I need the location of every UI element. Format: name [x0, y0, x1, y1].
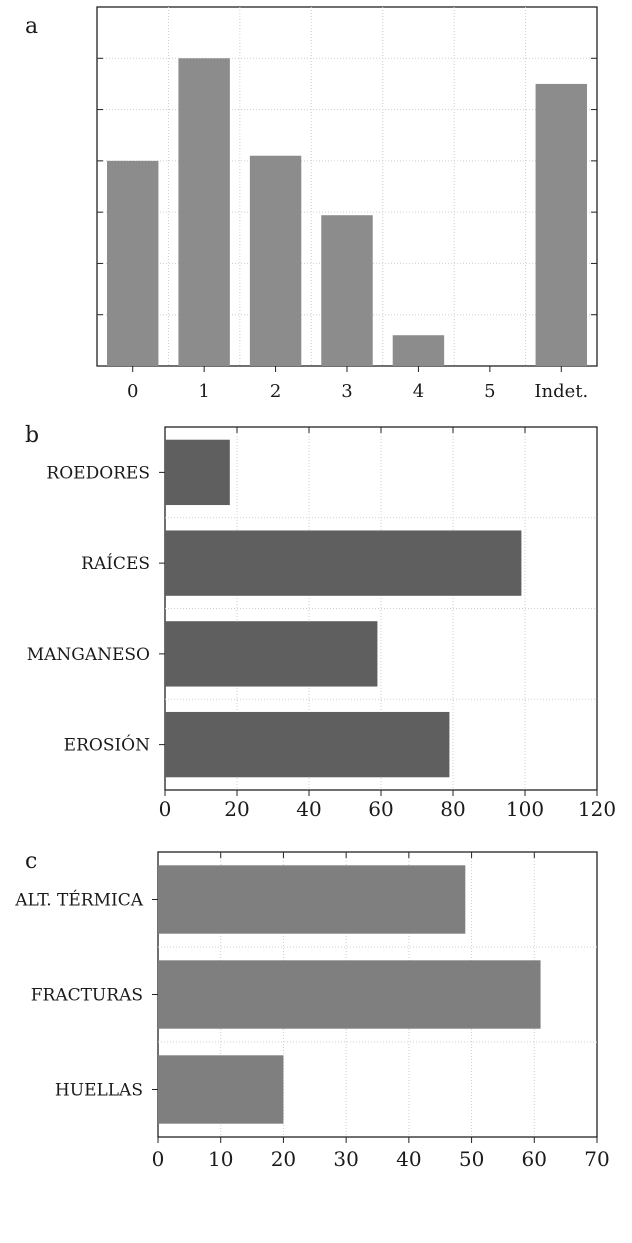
- tick-label-x: 20: [224, 797, 249, 821]
- bar-c-1: [158, 960, 541, 1029]
- tick-label-y: HUELLAS: [55, 1081, 143, 1101]
- bar-a-6: [535, 83, 587, 366]
- tick-label-x: 40: [396, 1147, 421, 1171]
- tick-label-y: MANGANESO: [27, 645, 150, 665]
- tick-label-x: 3: [341, 381, 352, 402]
- bar-a-4: [392, 335, 445, 366]
- bar-a-2: [249, 155, 302, 366]
- tick-label-x: 60: [522, 1147, 547, 1171]
- tick-label-x: 40: [296, 797, 321, 821]
- tick-label-x: 50: [459, 1147, 484, 1171]
- panel-label-c: c: [25, 849, 37, 874]
- tick-label-x: 70: [584, 1147, 609, 1171]
- tick-label-x: 10: [208, 1147, 233, 1171]
- tick-label-x: 0: [159, 797, 172, 821]
- tick-label-y: RAÍCES: [81, 553, 150, 574]
- tick-label-x: 1: [198, 381, 209, 402]
- tick-label-y: ALT. TÉRMICA: [14, 890, 144, 911]
- bar-c-0: [158, 865, 466, 934]
- bar-b-1: [165, 530, 522, 596]
- tick-label-x: 80: [440, 797, 465, 821]
- tick-label-y: FRACTURAS: [31, 986, 143, 1006]
- bar-a-1: [178, 58, 230, 367]
- bar-b-2: [165, 621, 378, 687]
- tick-label-x: 2: [270, 381, 281, 402]
- tick-label-x: 30: [333, 1147, 358, 1171]
- bar-a-0: [107, 160, 159, 366]
- tick-label-y: ROEDORES: [46, 463, 150, 483]
- tick-label-x: 0: [152, 1147, 165, 1171]
- tick-label-x: 5: [484, 381, 495, 402]
- panel-label-a: a: [25, 14, 38, 39]
- tick-label-y: EROSIÓN: [64, 735, 150, 756]
- tick-label-x: 60: [368, 797, 393, 821]
- tick-label-x: 0: [127, 381, 138, 402]
- bar-a-3: [321, 215, 373, 366]
- tick-label-x: 4: [413, 381, 424, 402]
- bar-c-2: [158, 1055, 284, 1124]
- bar-b-0: [165, 439, 230, 506]
- bar-b-3: [165, 711, 450, 778]
- tick-label-x: 100: [506, 797, 544, 821]
- tick-label-x: 20: [271, 1147, 296, 1171]
- tick-label-x: Indet.: [534, 381, 588, 402]
- panel-label-b: b: [25, 423, 39, 448]
- tick-label-x: 120: [578, 797, 616, 821]
